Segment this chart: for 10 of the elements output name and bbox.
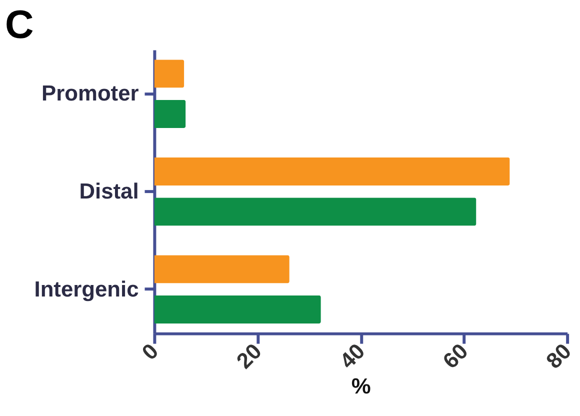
- x-tick-label: 0: [136, 338, 164, 365]
- chart-title: C: [4, 2, 34, 47]
- x-axis-title: %: [351, 374, 371, 399]
- x-tick-label: 60: [438, 338, 473, 374]
- x-tick-label: 20: [231, 338, 266, 374]
- x-tick-label: 40: [334, 338, 370, 374]
- x-tick-label: 80: [541, 338, 576, 374]
- y-tick-label: Promoter: [42, 80, 140, 106]
- y-tick-label: Intergenic: [34, 276, 139, 302]
- y-tick-label: Distal: [79, 178, 139, 204]
